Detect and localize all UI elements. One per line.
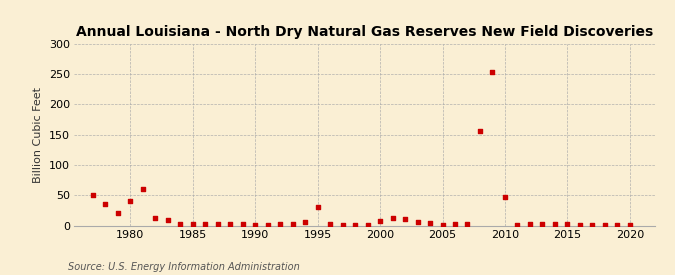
Point (437, 223, 448, 227)
Point (225, 222, 236, 227)
Point (587, 223, 598, 227)
Point (462, 221, 473, 226)
Point (512, 223, 523, 227)
Point (275, 222, 286, 227)
Point (338, 223, 348, 227)
Point (549, 221, 560, 226)
Point (475, 128, 485, 133)
Point (612, 223, 623, 227)
Point (250, 223, 261, 227)
Point (163, 218, 173, 222)
Point (313, 205, 323, 209)
Point (574, 223, 585, 227)
Point (450, 221, 460, 226)
Point (88, 193, 99, 197)
Text: Source: U.S. Energy Information Administration: Source: U.S. Energy Information Administ… (68, 262, 299, 272)
Point (412, 220, 423, 224)
Point (150, 216, 161, 221)
Title: Annual Louisiana - North Dry Natural Gas Reserves New Field Discoveries: Annual Louisiana - North Dry Natural Gas… (76, 25, 653, 39)
Point (300, 220, 310, 225)
Point (524, 222, 535, 227)
Point (175, 221, 186, 226)
Point (387, 216, 398, 221)
Point (213, 222, 223, 227)
Point (537, 221, 548, 226)
Point (362, 223, 373, 227)
Point (288, 222, 298, 227)
Point (238, 222, 248, 227)
Point (325, 221, 335, 226)
Point (400, 217, 410, 222)
Point (425, 221, 435, 225)
Point (138, 187, 148, 191)
Point (350, 223, 360, 227)
Point (375, 218, 385, 223)
Point (188, 221, 198, 226)
Point (125, 199, 136, 204)
Point (263, 223, 273, 227)
Point (500, 195, 510, 199)
Point (487, 70, 498, 75)
Point (562, 221, 573, 226)
Point (113, 211, 124, 216)
Point (100, 202, 111, 207)
Y-axis label: Billion Cubic Feet: Billion Cubic Feet (33, 87, 43, 183)
Point (599, 223, 610, 227)
Point (624, 223, 635, 227)
Point (200, 222, 211, 227)
